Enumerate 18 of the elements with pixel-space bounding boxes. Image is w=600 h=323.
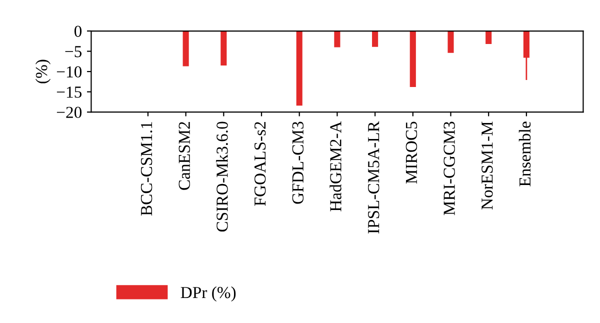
x-tick-label: GFDL-CM3 [292, 122, 304, 204]
y-tick-label: −10 [56, 66, 82, 78]
x-tick-label: Ensemble [518, 122, 531, 186]
x-tick-label: BCC-CSM1.1 [140, 122, 152, 216]
y-tick-label: −20 [56, 106, 82, 118]
x-tick-label: MRI-CGCM3 [444, 122, 455, 216]
x-tick-label: MIROC5 [406, 122, 418, 184]
y-tick-label: −15 [56, 86, 82, 98]
y-axis-title: (%) [35, 60, 51, 84]
x-tick-label: HadGEM2-A [330, 121, 342, 212]
y-tick-label: 0 [74, 26, 82, 37]
y-tick-label: −5 [65, 46, 82, 58]
x-tick-label: FGOALS-s2 [254, 122, 266, 206]
x-tick-label: IPSL-CM5A-LR [368, 121, 380, 234]
x-tick-label: CSIRO-Mk3.6.0 [216, 122, 228, 232]
x-tick-label: NorESM1-M [482, 122, 493, 210]
legend-label: DPr (%) [180, 286, 236, 302]
x-tick-label: CanESM2 [178, 122, 190, 190]
